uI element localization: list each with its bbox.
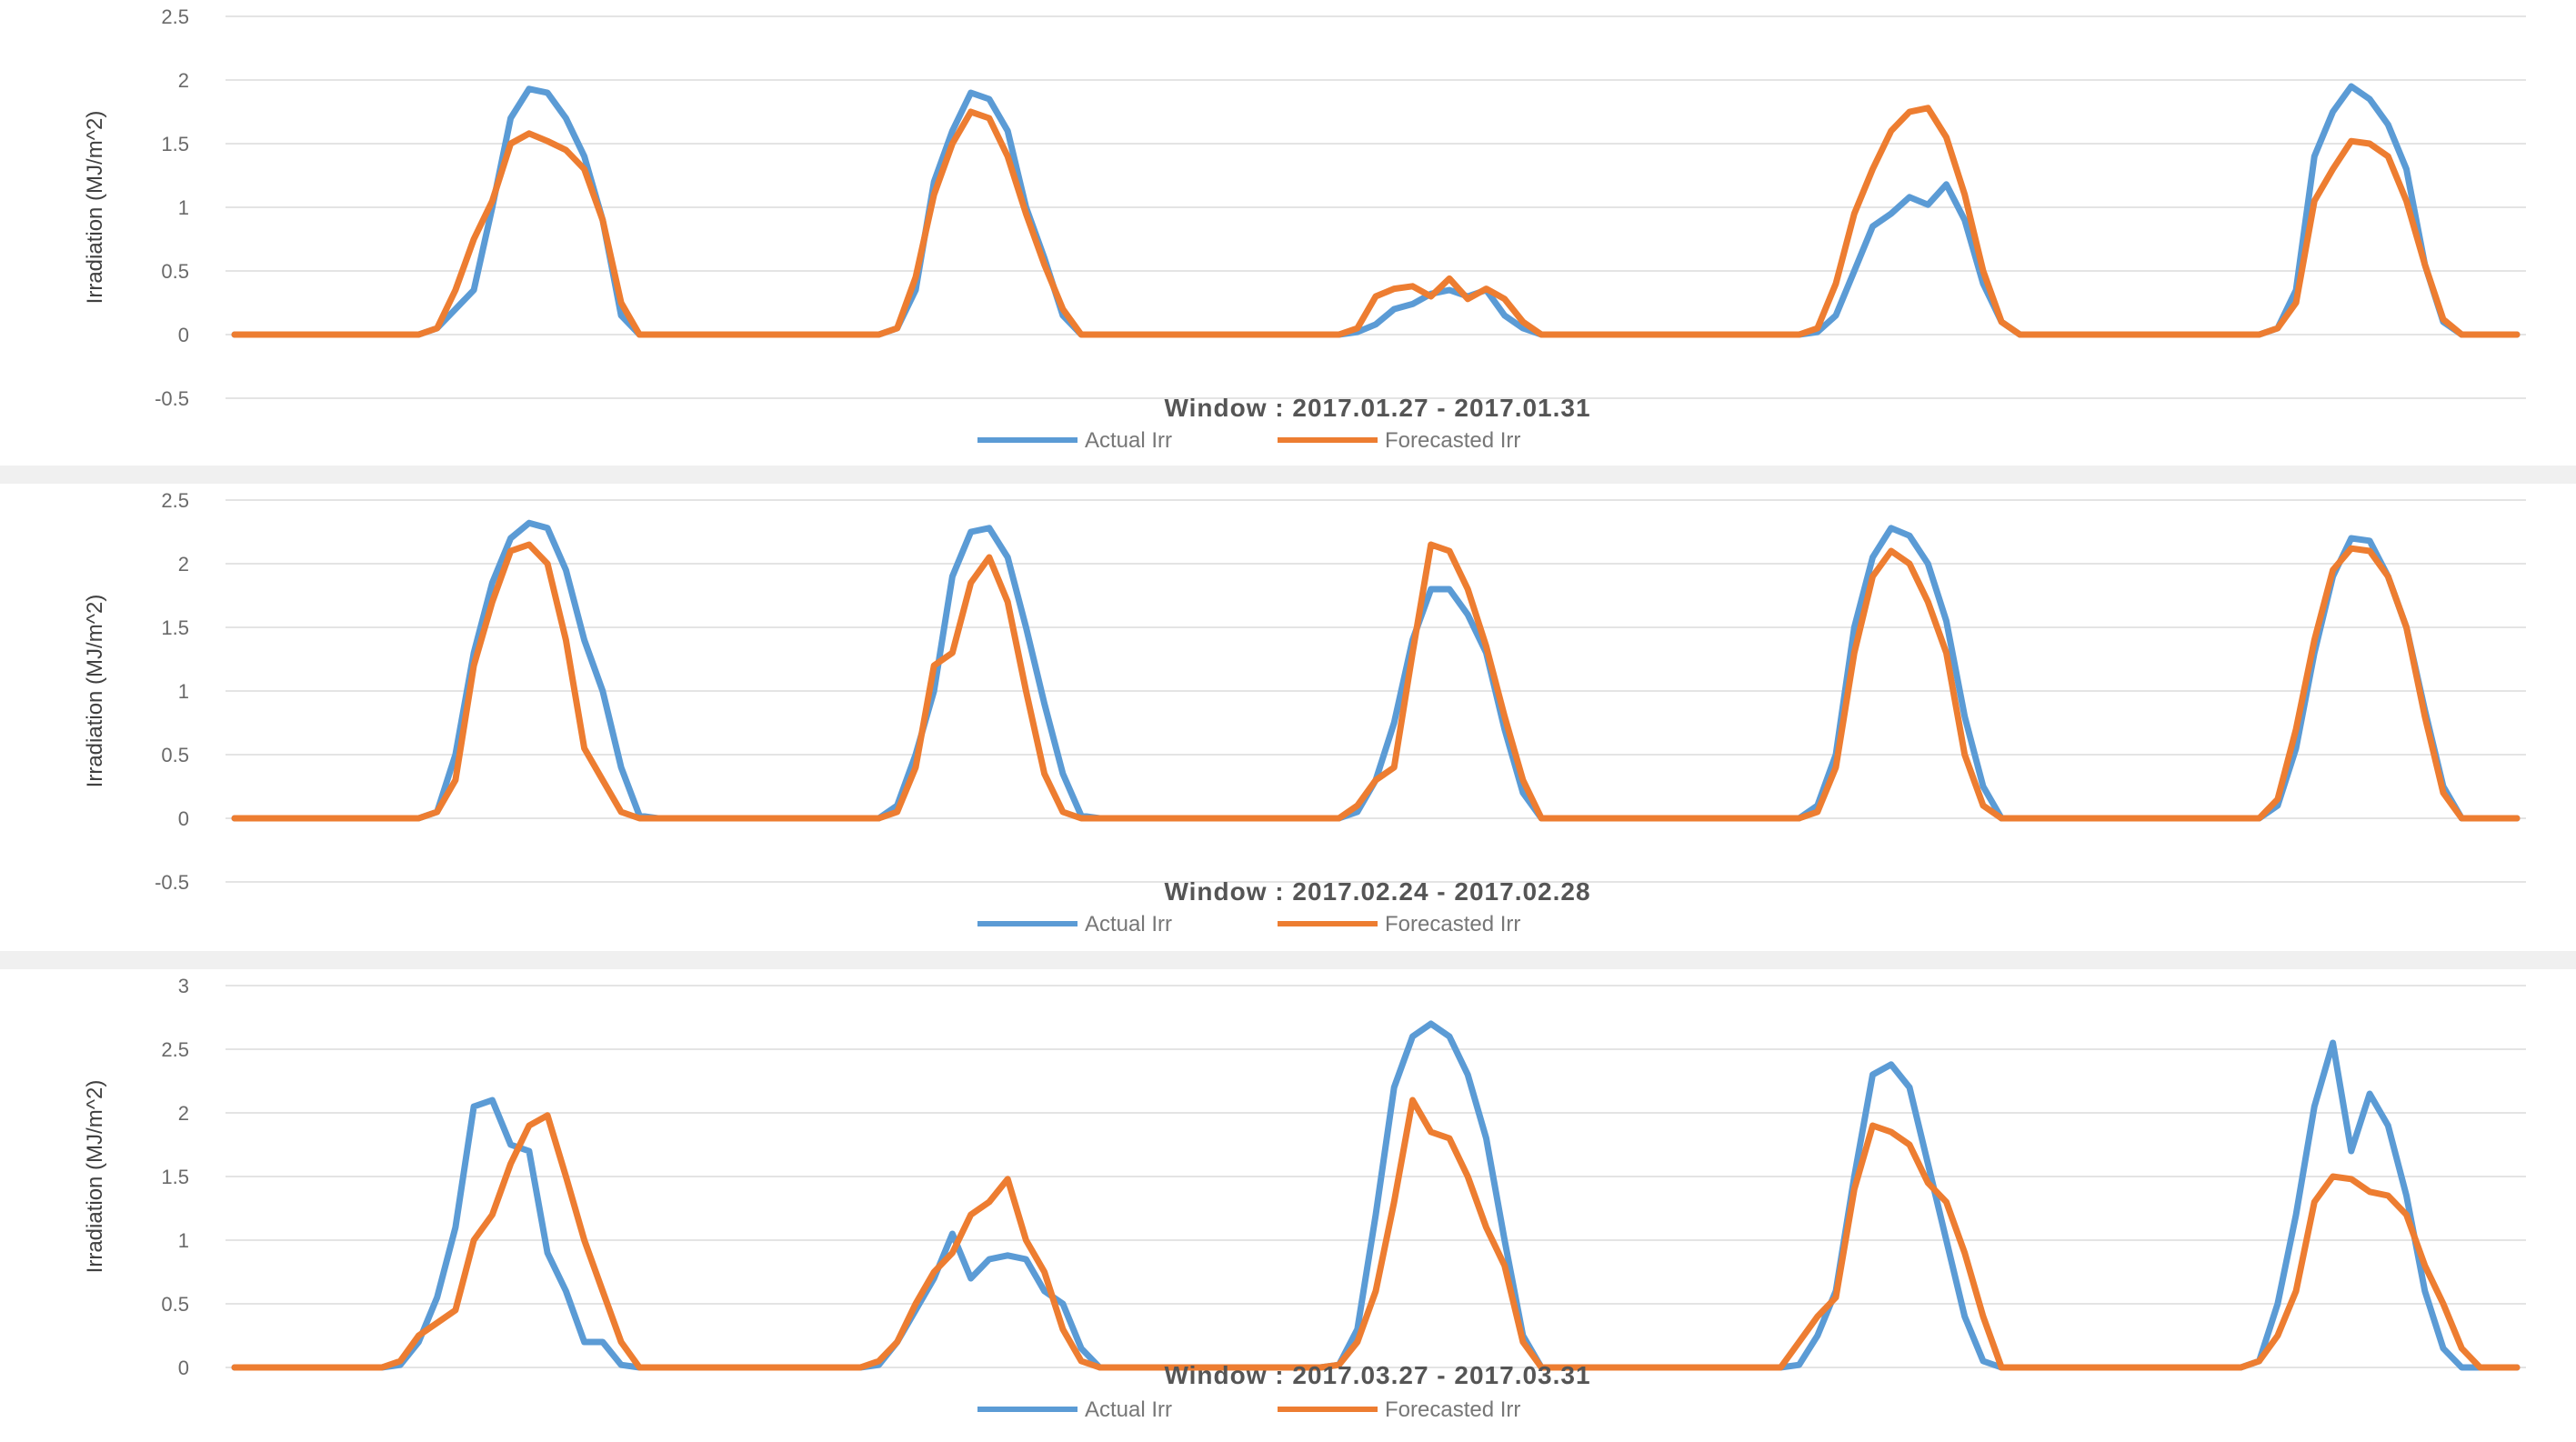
legend-label: Forecasted Irr bbox=[1385, 428, 1520, 453]
chart-panel-2: 2.5 2 1.5 1 0.5 0 -0.5 Irradiation (MJ/m^2) Wind… bbox=[0, 484, 2576, 951]
y-tick-label: 1.5 bbox=[161, 1166, 189, 1188]
forecasted-irr-line bbox=[231, 105, 2521, 338]
y-tick-label: 0.5 bbox=[161, 744, 189, 766]
y-tick-label: -0.5 bbox=[155, 871, 189, 894]
y-tick-label: 1 bbox=[178, 196, 189, 219]
actual-irr-line bbox=[231, 1020, 2521, 1371]
chart-svg-3: 3 2.5 2 1.5 1 0.5 0 Irradiation (MJ/m^2) Window … bbox=[83, 975, 2526, 1422]
y-tick-label: 2.5 bbox=[161, 5, 189, 28]
y-tick-label: 0 bbox=[178, 1357, 189, 1379]
legend-label: Forecasted Irr bbox=[1385, 1397, 1520, 1422]
window-title: Window : 2017.02.24 - 2017.02.28 bbox=[1164, 877, 1590, 906]
legend-label: Actual Irr bbox=[1085, 1397, 1172, 1422]
legend-label: Actual Irr bbox=[1085, 428, 1172, 453]
chart-svg-1: 2.5 2 1.5 1 0.5 0 -0.5 Irradiation (MJ/m^2) Wind… bbox=[83, 5, 2526, 453]
y-tick-label: 1 bbox=[178, 680, 189, 703]
y-axis-title: Irradiation (MJ/m^2) bbox=[83, 595, 107, 788]
chart-panel-3: 3 2.5 2 1.5 1 0.5 0 Irradiation (MJ/m^2) Window … bbox=[0, 969, 2576, 1442]
y-tick-label: 2 bbox=[178, 69, 189, 92]
actual-irr-line bbox=[231, 519, 2521, 822]
legend-label: Actual Irr bbox=[1085, 912, 1172, 936]
y-tick-label: 2.5 bbox=[161, 1038, 189, 1061]
y-tick-label: 0.5 bbox=[161, 260, 189, 283]
y-tick-label: 0 bbox=[178, 324, 189, 346]
y-axis-title: Irradiation (MJ/m^2) bbox=[83, 1080, 107, 1274]
y-tick-label: 0 bbox=[178, 807, 189, 830]
window-title: Window : 2017.01.27 - 2017.01.31 bbox=[1164, 394, 1590, 422]
legend-label: Forecasted Irr bbox=[1385, 912, 1520, 936]
window-title: Window : 2017.03.27 - 2017.03.31 bbox=[1164, 1361, 1590, 1389]
y-tick-label: 3 bbox=[178, 975, 189, 997]
y-tick-label: 0.5 bbox=[161, 1293, 189, 1316]
y-tick-label: -0.5 bbox=[155, 387, 189, 410]
y-axis-title: Irradiation (MJ/m^2) bbox=[83, 111, 107, 305]
chart-panel-1: 2.5 2 1.5 1 0.5 0 -0.5 Irradiation (MJ/m^2) Wind… bbox=[0, 0, 2576, 466]
forecasted-irr-line bbox=[231, 541, 2521, 822]
y-tick-label: 1 bbox=[178, 1229, 189, 1252]
y-tick-label: 2 bbox=[178, 1102, 189, 1125]
y-tick-label: 1.5 bbox=[161, 133, 189, 155]
forecasted-irr-line bbox=[231, 1097, 2521, 1371]
y-tick-label: 2 bbox=[178, 553, 189, 576]
y-tick-label: 1.5 bbox=[161, 616, 189, 639]
chart-svg-2: 2.5 2 1.5 1 0.5 0 -0.5 Irradiation (MJ/m^2) Wind… bbox=[83, 489, 2526, 936]
y-tick-label: 2.5 bbox=[161, 489, 189, 512]
